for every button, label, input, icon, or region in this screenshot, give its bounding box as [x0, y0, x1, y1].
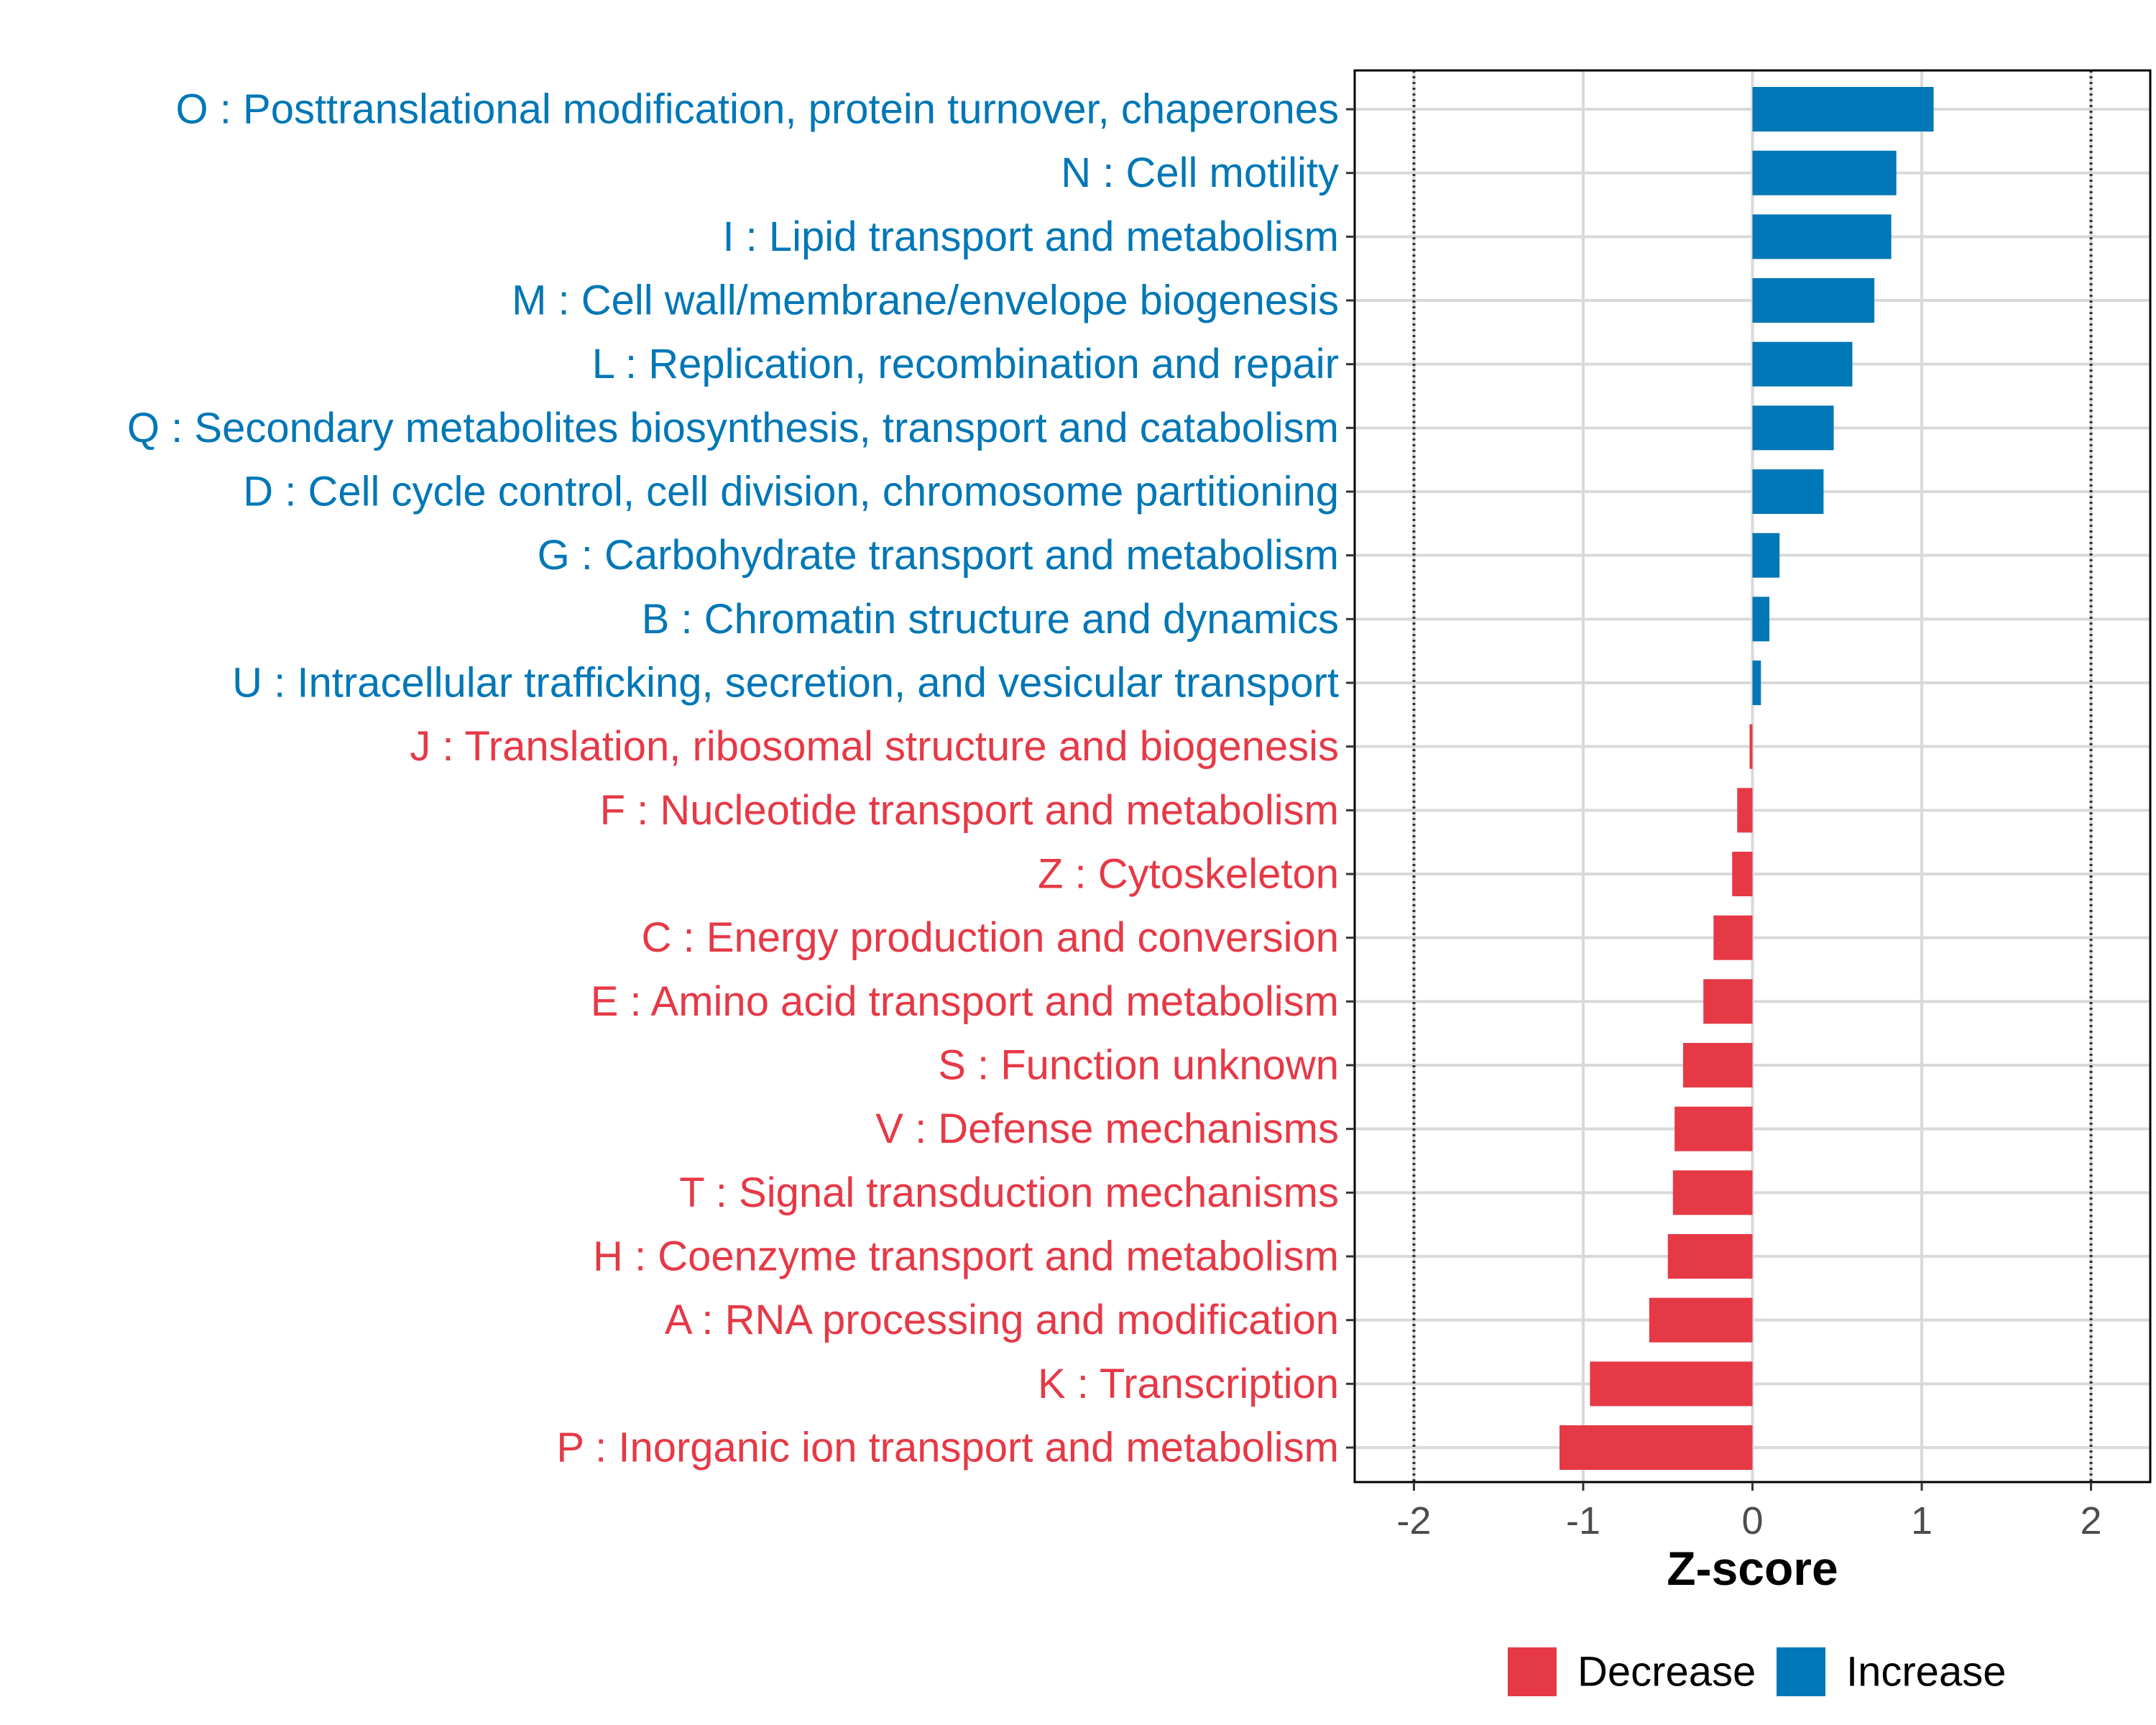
- category-label: D : Cell cycle control, cell division, c…: [243, 469, 1339, 515]
- category-labels: O : Posttranslational modification, prot…: [127, 86, 1339, 1471]
- bar: [1752, 405, 1834, 451]
- bar: [1752, 87, 1934, 132]
- bar: [1732, 852, 1753, 896]
- legend: Decrease Increase: [1508, 1647, 2006, 1696]
- x-tick-label: 0: [1741, 1499, 1763, 1542]
- bar: [1752, 661, 1761, 705]
- category-label: K : Transcription: [1038, 1361, 1339, 1407]
- bar: [1649, 1297, 1753, 1343]
- category-label: J : Translation, ribosomal structure and…: [410, 723, 1339, 770]
- bar: [1672, 1170, 1753, 1215]
- legend-swatch-increase: [1777, 1647, 1825, 1696]
- category-label: H : Coenzyme transport and metabolism: [593, 1233, 1339, 1280]
- category-label: T : Signal transduction mechanisms: [679, 1169, 1339, 1216]
- category-label: F : Nucleotide transport and metabolism: [600, 787, 1339, 834]
- bars: [1559, 87, 1934, 1470]
- bar: [1667, 1234, 1753, 1279]
- legend-label-decrease: Decrease: [1577, 1649, 1756, 1696]
- bar: [1752, 469, 1824, 514]
- bar: [1752, 597, 1770, 642]
- bar: [1682, 1043, 1753, 1087]
- x-tick-label: 1: [1911, 1499, 1932, 1542]
- bar: [1752, 533, 1780, 578]
- bar: [1703, 979, 1753, 1024]
- category-label: M : Cell wall/membrane/envelope biogenes…: [512, 277, 1339, 324]
- category-label: O : Posttranslational modification, prot…: [176, 86, 1339, 133]
- bar: [1590, 1361, 1753, 1407]
- bar: [1752, 341, 1853, 387]
- bar: [1737, 788, 1753, 833]
- category-label: L : Replication, recombination and repai…: [592, 341, 1339, 387]
- category-label: U : Intracellular trafficking, secretion…: [232, 660, 1339, 707]
- x-tick-label: 2: [2081, 1499, 2102, 1542]
- bar: [1752, 150, 1897, 196]
- category-label: C : Energy production and conversion: [642, 914, 1339, 961]
- category-label: E : Amino acid transport and metabolism: [591, 978, 1339, 1025]
- category-label: B : Chromatin structure and dynamics: [642, 596, 1339, 643]
- bar: [1713, 915, 1753, 960]
- category-label: Q : Secondary metabolites biosynthesis, …: [127, 405, 1339, 451]
- y-axis-ticks: [1346, 108, 1355, 1449]
- bar: [1749, 724, 1753, 769]
- legend-swatch-decrease: [1508, 1647, 1557, 1696]
- legend-label-increase: Increase: [1846, 1649, 2006, 1696]
- x-tick-label: -1: [1566, 1499, 1600, 1542]
- bar: [1559, 1425, 1753, 1470]
- category-label: Z : Cytoskeleton: [1038, 851, 1339, 898]
- category-label: S : Function unknown: [938, 1042, 1339, 1089]
- category-label: V : Defense mechanisms: [875, 1105, 1339, 1152]
- category-label: I : Lipid transport and metabolism: [722, 213, 1339, 260]
- category-label: A : RNA processing and modification: [665, 1297, 1339, 1343]
- x-axis-ticks: -2 -1 0 1 2: [1396, 1482, 2102, 1542]
- category-label: N : Cell motility: [1061, 150, 1339, 196]
- x-axis-title: Z-score: [1667, 1542, 1838, 1595]
- category-label: G : Carbohydrate transport and metabolis…: [538, 532, 1339, 579]
- bar: [1752, 278, 1875, 323]
- bar: [1752, 214, 1892, 259]
- x-tick-label: -2: [1396, 1499, 1431, 1542]
- bar: [1674, 1106, 1753, 1151]
- category-label: P : Inorganic ion transport and metaboli…: [556, 1425, 1339, 1471]
